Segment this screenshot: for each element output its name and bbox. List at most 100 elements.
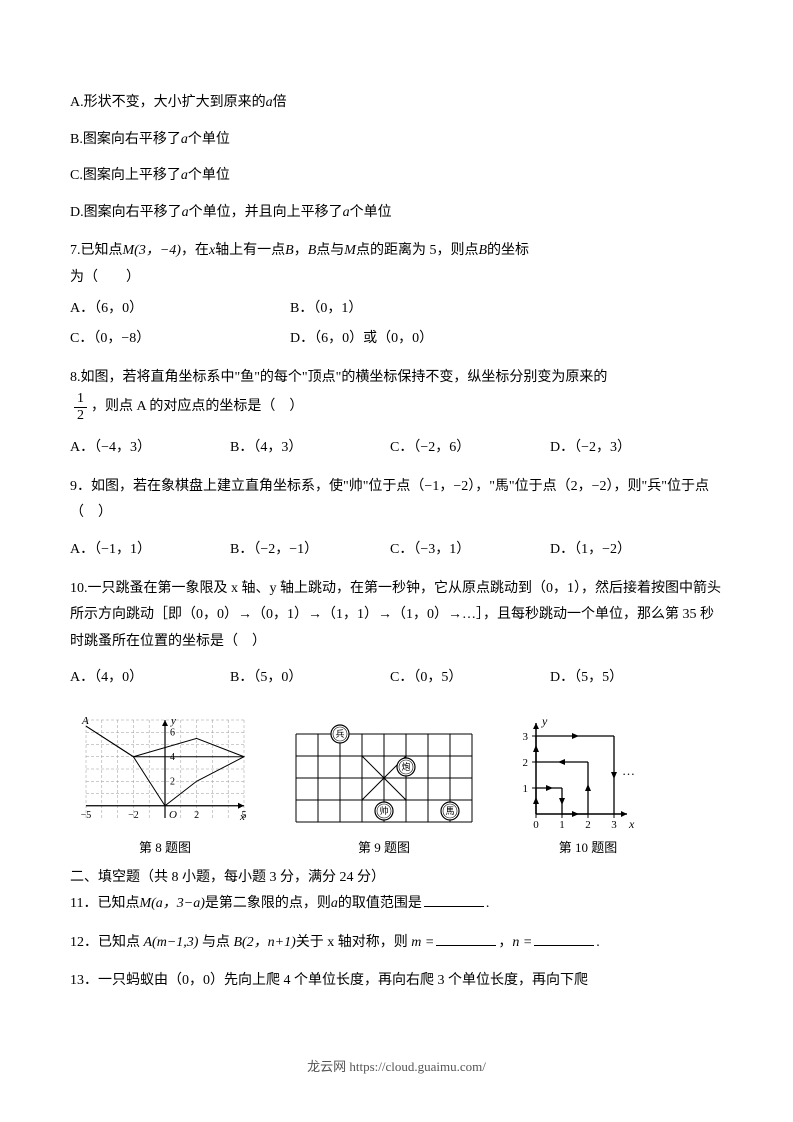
svg-text:A: A bbox=[81, 715, 89, 727]
opt-a-end: 倍 bbox=[273, 95, 287, 110]
q9-c: C．（−3，1） bbox=[390, 537, 550, 564]
q12-m: m = bbox=[411, 935, 434, 950]
q10-stem: 10.一只跳蚤在第一象限及 x 轴、y 轴上跳动，在第一秒钟，它从原点跳动到（0… bbox=[70, 576, 723, 656]
section2-header: 二、填空题（共 8 小题，每小题 3 分，满分 24 分） bbox=[70, 865, 723, 892]
figures-row: −5−225246OxyA 第 8 题图 兵炮帅馬 第 9 题图 0123123… bbox=[70, 704, 723, 861]
q7-s4: ， bbox=[294, 243, 308, 258]
q9-d: D．（1，−2） bbox=[550, 537, 710, 564]
svg-text:−2: −2 bbox=[128, 810, 139, 821]
svg-text:2: 2 bbox=[170, 776, 175, 787]
svg-text:O: O bbox=[169, 809, 177, 821]
svg-text:炮: 炮 bbox=[401, 761, 410, 772]
q7-b2: B bbox=[308, 243, 317, 258]
q7-s6: 点的距离为 5，则点 bbox=[356, 243, 479, 258]
q7-stem: 7.已知点M(3，−4)，在x轴上有一点B，B点与M点的距离为 5，则点B的坐标 bbox=[70, 238, 723, 265]
q8-opts: A．（−4，3） B．（4，3） C．（−2，6） D．（−2，3） bbox=[70, 435, 723, 462]
q11-var: a bbox=[331, 896, 338, 911]
svg-text:2: 2 bbox=[523, 757, 529, 769]
q7: 7.已知点M(3，−4)，在x轴上有一点B，B点与M点的距离为 5，则点B的坐标… bbox=[70, 238, 723, 352]
svg-text:y: y bbox=[541, 714, 548, 728]
q7-opts-2: C．（0，−8） D．（6，0）或（0，0） bbox=[70, 326, 723, 353]
opt-a-text: A.形状不变，大小扩大到原来的 bbox=[70, 95, 266, 110]
q13: 13．一只蚂蚁由（0，0）先向上爬 4 个单位长度，再向右爬 3 个单位长度，再… bbox=[70, 968, 723, 995]
q7-b1: B bbox=[285, 243, 294, 258]
q11-s3: 的取值范围是 bbox=[338, 896, 422, 911]
q11-point: M(a，3−a) bbox=[139, 896, 204, 911]
q8-b: B．（4，3） bbox=[230, 435, 390, 462]
svg-text:3: 3 bbox=[523, 731, 529, 743]
q12-s4: ， bbox=[498, 935, 512, 950]
q7-b: B．（0，1） bbox=[290, 296, 460, 323]
opt-c: C.图案向上平移了a个单位 bbox=[70, 163, 723, 190]
fig9-label: 第 9 题图 bbox=[358, 836, 410, 861]
q12: 12．已知点 A(m−1,3) 与点 B(2，n+1)关于 x 轴对称，则 m … bbox=[70, 930, 723, 957]
svg-text:…: … bbox=[622, 763, 635, 778]
svg-text:1: 1 bbox=[523, 783, 529, 795]
svg-text:馬: 馬 bbox=[445, 806, 454, 816]
q11-end: . bbox=[486, 896, 490, 911]
q8-a: A．（−4，3） bbox=[70, 435, 230, 462]
q7-opts-1: A．（6，0） B．（0，1） bbox=[70, 296, 723, 323]
frac-half: 1 2 bbox=[74, 391, 87, 423]
q9-a: A．（−1，1） bbox=[70, 537, 230, 564]
svg-text:3: 3 bbox=[611, 819, 617, 831]
opt-d-end: 个单位 bbox=[350, 205, 392, 220]
q11: 11．已知点M(a，3−a)是第二象限的点，则a的取值范围是. bbox=[70, 891, 723, 918]
q8-d: D．（−2，3） bbox=[550, 435, 710, 462]
svg-text:兵: 兵 bbox=[335, 728, 344, 739]
q11-blank bbox=[424, 892, 484, 907]
svg-text:x: x bbox=[628, 817, 635, 831]
svg-text:6: 6 bbox=[170, 727, 175, 738]
fig9-svg: 兵炮帅馬 bbox=[284, 724, 484, 834]
q13-text: 13．一只蚂蚁由（0，0）先向上爬 4 个单位长度，再向右爬 3 个单位长度，再… bbox=[70, 973, 588, 988]
q-prev-options: A.形状不变，大小扩大到原来的a倍 B.图案向右平移了a个单位 C.图案向上平移… bbox=[70, 90, 723, 226]
q9-b: B．（−2，−1） bbox=[230, 537, 390, 564]
frac-den: 2 bbox=[74, 408, 87, 423]
q12-A: A(m−1,3) bbox=[144, 935, 199, 950]
q7-d: D．（6，0）或（0，0） bbox=[290, 326, 460, 353]
q7-cont: 为（ ） bbox=[70, 265, 723, 292]
q7-b3: B bbox=[478, 243, 487, 258]
q8-c: C．（−2，6） bbox=[390, 435, 550, 462]
q9-stem: 9．如图，若在象棋盘上建立直角坐标系，使"帅"位于点（−1，−2），"馬"位于点… bbox=[70, 474, 723, 527]
opt-b-text: B.图案向右平移了 bbox=[70, 132, 181, 147]
q7-s7: 的坐标 bbox=[487, 243, 529, 258]
q7-m2: M bbox=[344, 243, 356, 258]
svg-text:0: 0 bbox=[533, 819, 539, 831]
q12-s1: 12．已知点 bbox=[70, 935, 144, 950]
fig10-svg: 0 1 2 3 1 2 3 … x y bbox=[508, 704, 668, 834]
q7-s2: ，在 bbox=[181, 243, 209, 258]
q11-s1: 11．已知点 bbox=[70, 896, 139, 911]
q10-d: D．（5，5） bbox=[550, 665, 710, 692]
svg-text:1: 1 bbox=[559, 819, 565, 831]
opt-a: A.形状不变，大小扩大到原来的a倍 bbox=[70, 90, 723, 117]
q8-frac-line: 1 2 ，则点 A 的对应点的坐标是（ ） bbox=[70, 391, 723, 423]
fig10: 0123123…xy 第 10 题图 bbox=[508, 704, 668, 861]
q10-b: B．（5，0） bbox=[230, 665, 390, 692]
opt-b: B.图案向右平移了a个单位 bbox=[70, 127, 723, 154]
q7-s5: 点与 bbox=[316, 243, 344, 258]
var-a3: a bbox=[181, 168, 188, 183]
q10-opts: A．（4，0） B．（5，0） C．（0，5） D．（5，5） bbox=[70, 665, 723, 692]
svg-text:−5: −5 bbox=[81, 810, 92, 821]
fig9: 兵炮帅馬 第 9 题图 bbox=[284, 724, 484, 861]
q8: 8.如图，若将直角坐标系中"鱼"的每个"顶点"的横坐标保持不变，纵坐标分别变为原… bbox=[70, 365, 723, 462]
q8-stem1: 8.如图，若将直角坐标系中"鱼"的每个"顶点"的横坐标保持不变，纵坐标分别变为原… bbox=[70, 365, 723, 392]
opt-d-text: D.图案向右平移了 bbox=[70, 205, 182, 220]
svg-text:2: 2 bbox=[585, 819, 591, 831]
svg-text:2: 2 bbox=[194, 810, 199, 821]
page-footer: 龙云网 https://cloud.guaimu.com/ bbox=[70, 1055, 723, 1080]
q8-stem2: ，则点 A 的对应点的坐标是（ ） bbox=[91, 399, 303, 414]
q12-blank-n bbox=[534, 931, 594, 946]
var-a5: a bbox=[343, 205, 350, 220]
q12-n: n = bbox=[512, 935, 532, 950]
svg-text:x: x bbox=[239, 811, 245, 823]
q10-c: C．（0，5） bbox=[390, 665, 550, 692]
q7-s1: 7.已知点 bbox=[70, 243, 123, 258]
var-a2: a bbox=[181, 132, 188, 147]
q7-s3: 轴上有一点 bbox=[215, 243, 285, 258]
svg-text:y: y bbox=[170, 715, 176, 727]
q12-B: B(2，n+1) bbox=[233, 935, 295, 950]
fig8: −5−225246OxyA 第 8 题图 bbox=[70, 704, 260, 861]
opt-d-mid: 个单位，并且向上平移了 bbox=[189, 205, 343, 220]
